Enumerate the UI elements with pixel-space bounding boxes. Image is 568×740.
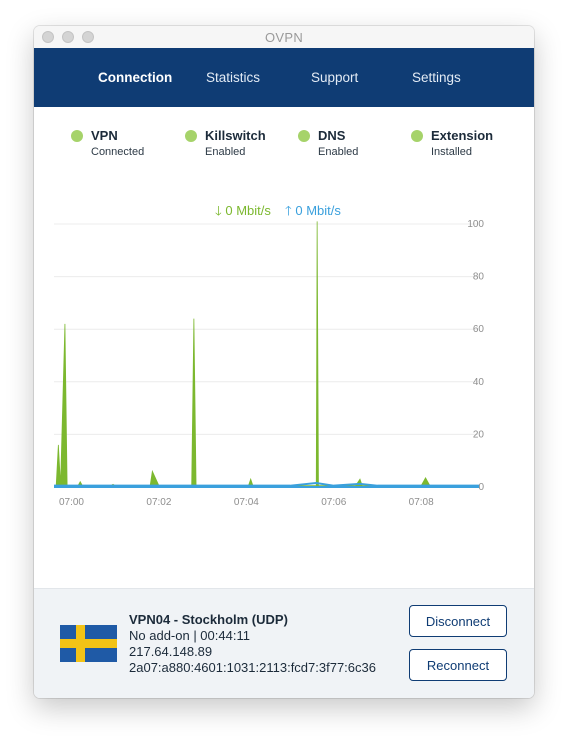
- x-tick-label: 07:02: [146, 497, 171, 508]
- bandwidth-chart: 100 80 60 40 20 0 07:00 07:02 07:04 07:06 07:08: [54, 219, 485, 508]
- y-tick-label: 40: [473, 377, 485, 388]
- y-tick-label: 100: [467, 219, 484, 230]
- y-tick-label: 20: [473, 429, 485, 440]
- y-tick-label: 60: [473, 324, 485, 335]
- y-tick-label: 80: [473, 272, 485, 283]
- status-label: DNS: [318, 128, 346, 143]
- server-info: VPN04 - Stockholm (UDP) No add-on | 00:4…: [129, 612, 376, 676]
- sweden-flag-icon: [60, 625, 117, 662]
- tab-support[interactable]: Support: [311, 70, 359, 85]
- x-tick-label: 07:06: [321, 497, 346, 508]
- x-tick-label: 07:00: [59, 497, 84, 508]
- status-label: Killswitch: [205, 128, 266, 143]
- download-speed-value: 0 Mbit/s: [225, 203, 271, 218]
- disconnect-button[interactable]: Disconnect: [409, 605, 507, 637]
- ipv4-address: 217.64.148.89: [129, 644, 213, 659]
- close-window-button[interactable]: [42, 31, 54, 43]
- status-indicator-icon: [411, 130, 423, 142]
- ipv6-address: 2a07:a880:4601:1031:2113:fcd7:3f77:6c36: [129, 660, 376, 675]
- window-title: OVPN: [264, 30, 304, 45]
- upload-speed-value: 0 Mbit/s: [295, 203, 341, 218]
- server-name: VPN04 - Stockholm (UDP): [129, 612, 288, 627]
- tab-settings[interactable]: Settings: [412, 70, 461, 85]
- app-window: OVPN Connection Statistics Support Setti…: [34, 26, 534, 698]
- status-value: Connected: [91, 146, 145, 158]
- status-value: Installed: [431, 146, 472, 158]
- x-tick-label: 07:08: [409, 497, 434, 508]
- arrow-down-icon: 🡓: [215, 203, 222, 218]
- addon-duration: No add-on | 00:44:11: [129, 628, 250, 643]
- status-indicator-icon: [298, 130, 310, 142]
- connection-footer: VPN04 - Stockholm (UDP) No add-on | 00:4…: [34, 588, 534, 698]
- title-bar: OVPN: [34, 26, 534, 49]
- nav-bar: Connection Statistics Support Settings: [34, 48, 534, 107]
- x-tick-label: 07:04: [234, 497, 259, 508]
- tab-statistics[interactable]: Statistics: [206, 70, 261, 85]
- minimize-window-button[interactable]: [62, 31, 74, 43]
- arrow-up-icon: 🡑: [285, 203, 292, 218]
- status-value: Enabled: [318, 146, 359, 158]
- zoom-window-button[interactable]: [82, 31, 94, 43]
- y-tick-label: 0: [478, 482, 484, 493]
- tab-connection[interactable]: Connection: [98, 70, 173, 85]
- download-series-area: [54, 221, 479, 488]
- upload-speed: 🡑 0 Mbit/s: [285, 202, 341, 224]
- status-indicator-icon: [185, 130, 197, 142]
- download-speed: 🡓 0 Mbit/s: [215, 202, 271, 224]
- reconnect-button[interactable]: Reconnect: [409, 649, 507, 681]
- status-indicator-icon: [71, 130, 83, 142]
- status-label: Extension: [431, 128, 494, 143]
- status-label: VPN: [91, 128, 118, 143]
- status-value: Enabled: [205, 146, 246, 158]
- upload-series-line: [54, 482, 479, 488]
